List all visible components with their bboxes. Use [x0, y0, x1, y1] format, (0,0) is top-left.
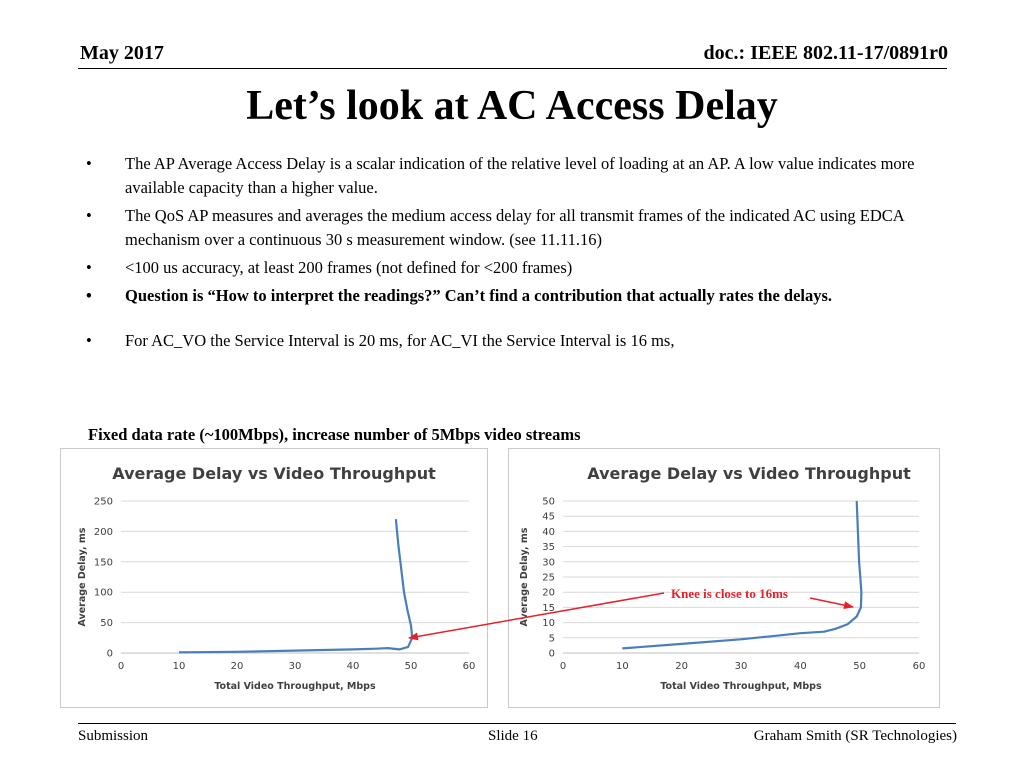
chart-title: Average Delay vs Video Throughput [112, 464, 436, 483]
x-tick-label: 40 [794, 661, 807, 672]
series-line [622, 500, 863, 650]
bullet-list: The AP Average Access Delay is a scalar … [86, 152, 946, 357]
y-tick-label: 25 [542, 573, 555, 584]
x-tick-label: 50 [853, 661, 866, 672]
x-tick-label: 20 [675, 661, 688, 672]
bullet-item: The QoS AP measures and averages the med… [86, 204, 946, 252]
chart-left-container: 0 50 100 150 200 250 0 10 20 30 40 50 60 Average Dela… [60, 448, 488, 708]
y-tick-label: 10 [542, 618, 555, 629]
y-tick-label: 150 [94, 557, 113, 568]
x-tick-label: 10 [173, 661, 186, 672]
y-axis-label: Average Delay, ms [519, 527, 530, 626]
footer-author: Graham Smith (SR Technologies) [753, 728, 957, 744]
fixed-rate-label: Fixed data rate (~100Mbps), increase num… [88, 425, 581, 444]
y-tick-label: 50 [100, 618, 113, 629]
y-tick-label: 100 [94, 588, 113, 599]
footer-divider [78, 723, 956, 724]
header-doc-id: doc.: IEEE 802.11-17/0891r0 [703, 42, 948, 64]
y-tick-label: 5 [549, 633, 555, 644]
slide-title: Let’s look at AC Access Delay [246, 83, 778, 129]
x-tick-label: 20 [231, 661, 244, 672]
bullet-item: <100 us accuracy, at least 200 frames (n… [86, 256, 946, 280]
y-tick-label: 0 [549, 649, 555, 660]
x-tick-label: 30 [289, 661, 302, 672]
header-divider [78, 68, 947, 69]
chart-left: 0 50 100 150 200 250 0 10 20 30 40 50 60 Average Dela… [77, 464, 476, 692]
y-tick-label: 35 [542, 542, 555, 553]
y-tick-label: 50 [542, 497, 555, 508]
footer-submission: Submission [78, 728, 149, 744]
x-tick-label: 40 [347, 661, 360, 672]
chart-right: 0 5 10 15 20 25 30 35 40 45 50 0 10 20 30 40 50 60 Average… [519, 464, 926, 692]
y-tick-label: 40 [542, 527, 555, 538]
y-tick-label: 250 [94, 497, 113, 508]
y-tick-label: 200 [94, 527, 113, 538]
series-line [178, 519, 414, 654]
bullet-item: For AC_VO the Service Interval is 20 ms,… [86, 329, 946, 353]
x-axis-label: Total Video Throughput, Mbps [660, 681, 822, 692]
y-axis-label: Average Delay, ms [77, 527, 88, 626]
x-tick-label: 60 [463, 661, 476, 672]
y-tick-label: 0 [107, 649, 113, 660]
bullet-item-question: Question is “How to interpret the readin… [86, 284, 946, 308]
footer-slide-number: Slide 16 [488, 728, 538, 744]
y-tick-label: 15 [542, 603, 555, 614]
header-date: May 2017 [80, 42, 164, 64]
x-tick-label: 60 [913, 661, 926, 672]
chart-title: Average Delay vs Video Throughput [587, 464, 911, 483]
y-tick-label: 20 [542, 588, 555, 599]
x-tick-label: 0 [560, 661, 566, 672]
x-tick-label: 50 [405, 661, 418, 672]
x-tick-label: 30 [735, 661, 748, 672]
x-tick-label: 0 [118, 661, 124, 672]
chart-right-container: 0 5 10 15 20 25 30 35 40 45 50 0 10 20 30 40 50 60 Average… [508, 448, 940, 708]
y-tick-label: 30 [542, 557, 555, 568]
y-tick-label: 45 [542, 512, 555, 523]
x-tick-label: 10 [616, 661, 629, 672]
x-axis-label: Total Video Throughput, Mbps [214, 681, 376, 692]
bullet-item: The AP Average Access Delay is a scalar … [86, 152, 946, 200]
